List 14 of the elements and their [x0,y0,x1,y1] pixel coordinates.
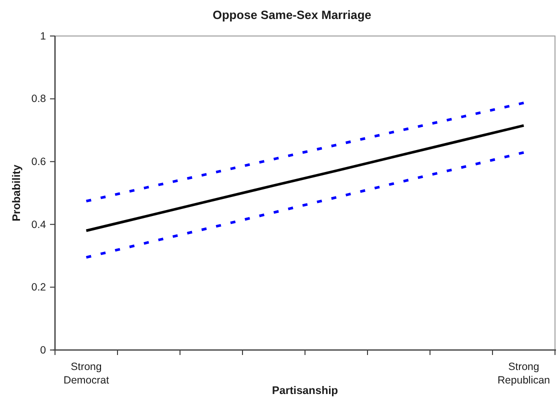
y-tick-label: 0 [40,344,46,356]
line-series [84,151,526,259]
y-tick-label: 0.2 [31,282,46,294]
y-tick-label: 1 [40,30,46,42]
x-tick-label: Strong Republican [497,361,550,386]
y-axis-title: Probability [11,164,23,222]
x-axis-title: Partisanship [272,385,338,397]
chart-title: Oppose Same-Sex Marriage [212,8,372,22]
line-series [84,124,526,232]
y-tick-label: 0.6 [31,156,46,168]
line-series [84,102,526,202]
x-tick-label: Strong Democrat [63,361,110,386]
y-tick-label: 0.8 [31,93,46,106]
y-tick-label: 0.4 [31,218,46,231]
